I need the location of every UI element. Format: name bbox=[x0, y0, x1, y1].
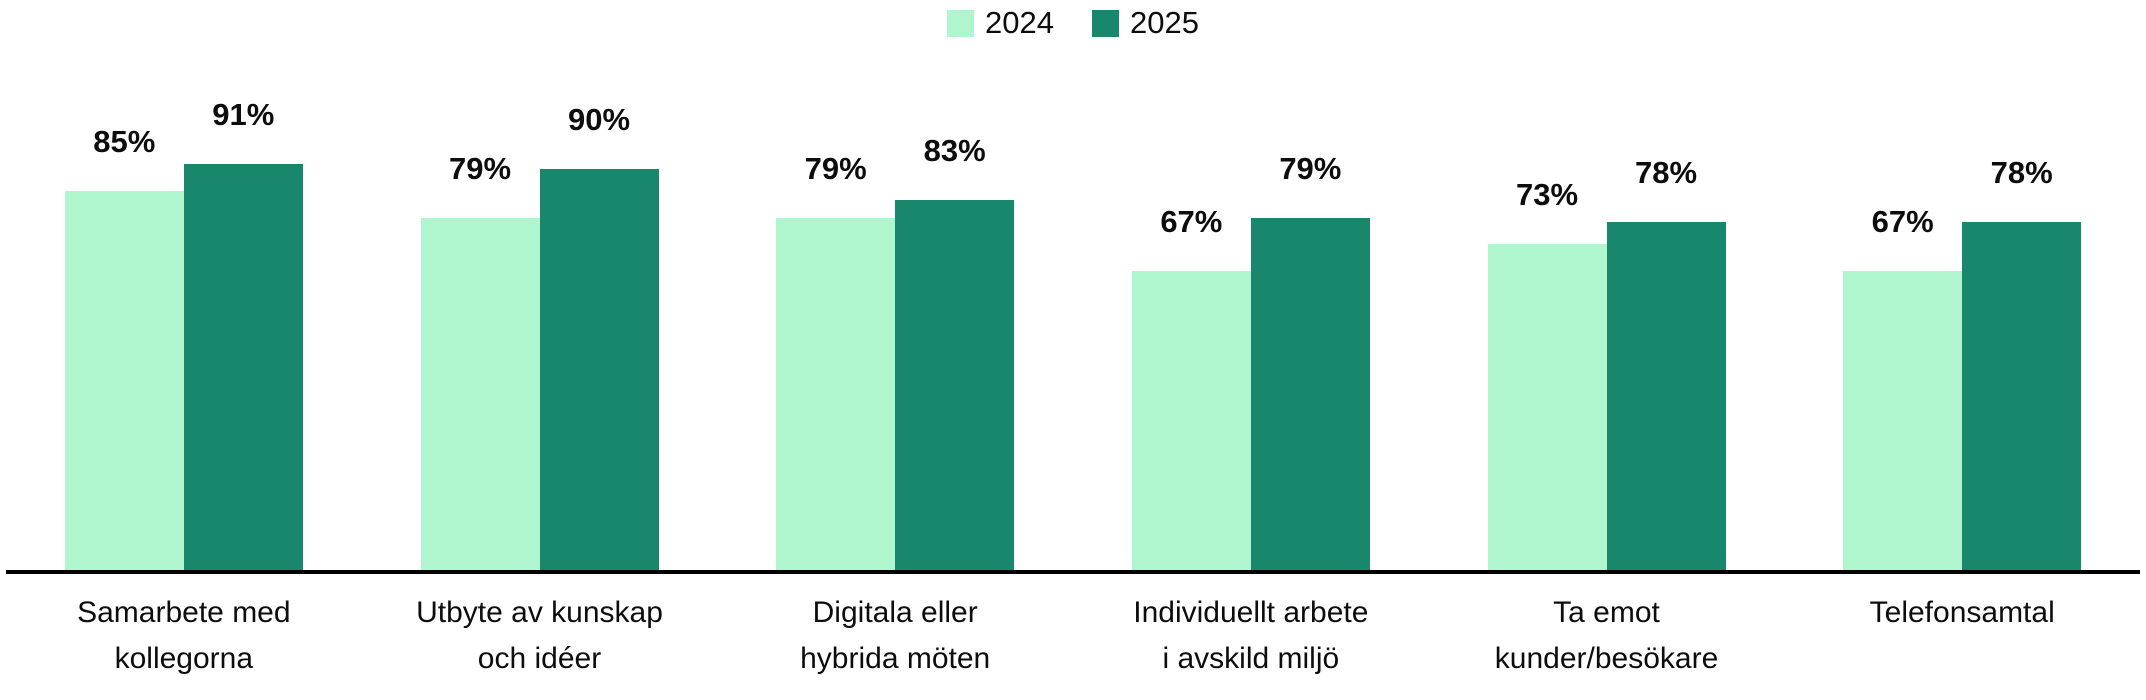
bar-group: 67% 78% bbox=[1784, 156, 2140, 570]
bar-group: 85% 91% bbox=[6, 98, 362, 570]
value-label: 78% bbox=[1634, 155, 1698, 190]
category-label: Utbyte av kunskap och idéer bbox=[416, 596, 663, 675]
legend-swatch-2024-icon bbox=[947, 9, 975, 37]
value-label: 79% bbox=[448, 151, 512, 186]
bar-column-2024: 79% bbox=[776, 151, 896, 570]
bar-2024 bbox=[1843, 271, 1963, 570]
value-label: 78% bbox=[1990, 155, 2053, 190]
bar-pair: 79% 83% bbox=[776, 133, 1015, 570]
bar-2024 bbox=[64, 191, 184, 570]
legend-item-2024: 2024 bbox=[947, 5, 1054, 41]
bar-group: 79% 83% bbox=[717, 134, 1073, 570]
value-label: 83% bbox=[923, 133, 986, 168]
bar-2024 bbox=[420, 218, 540, 570]
bar-2025 bbox=[895, 200, 1015, 570]
category-label: Digitala eller hybrida möten bbox=[800, 596, 991, 675]
bar-group: 67% 79% bbox=[1073, 152, 1429, 570]
bar-column-2024: 85% bbox=[64, 124, 184, 570]
value-label: 91% bbox=[212, 97, 275, 132]
value-label: 67% bbox=[1871, 204, 1934, 239]
bar-groups: 85% 91% 79% 90% 79% 83% 67% 79% 73% 78% 67% 78% bbox=[6, 0, 2140, 574]
value-label: 79% bbox=[804, 151, 867, 186]
legend-item-2025: 2025 bbox=[1092, 5, 1199, 41]
bar-column-2025: 90% bbox=[539, 102, 659, 570]
category-label: Individuellt arbete i avskild miljö bbox=[1133, 596, 1369, 675]
bar-column-2025: 83% bbox=[895, 133, 1015, 570]
bar-pair: 85% 91% bbox=[64, 97, 303, 570]
bar-pair: 79% 90% bbox=[420, 102, 659, 570]
bar-column-2024: 79% bbox=[420, 151, 540, 570]
bar-2025 bbox=[183, 164, 303, 570]
bar-column-2024: 73% bbox=[1487, 177, 1607, 570]
bar-pair: 67% 78% bbox=[1843, 155, 2082, 570]
bar-column-2025: 79% bbox=[1250, 151, 1370, 570]
bar-column-2025: 91% bbox=[183, 97, 303, 570]
bar-pair: 67% 79% bbox=[1131, 151, 1370, 570]
category-label: Ta emot kunder/besökare bbox=[1494, 596, 1719, 675]
value-label: 85% bbox=[93, 124, 156, 159]
bar-group: 73% 78% bbox=[1429, 156, 1785, 570]
legend-label-2025: 2025 bbox=[1130, 5, 1199, 40]
bar-2025 bbox=[1606, 222, 1726, 570]
value-label: 90% bbox=[567, 102, 631, 137]
bar-2025 bbox=[539, 169, 659, 570]
value-label: 67% bbox=[1160, 204, 1223, 239]
category-label: Samarbete med kollegorna bbox=[77, 596, 291, 675]
bar-2025 bbox=[1250, 218, 1370, 570]
bar-2024 bbox=[1131, 271, 1251, 570]
category-label: Telefonsamtal bbox=[1869, 596, 2055, 629]
legend-label-2024: 2024 bbox=[985, 5, 1054, 40]
bar-column-2025: 78% bbox=[1962, 155, 2082, 570]
bar-2024 bbox=[1487, 244, 1607, 570]
bar-2024 bbox=[776, 218, 896, 570]
grouped-bar-chart: 85% 91% 79% 90% 79% 83% 67% 79% 73% 78% 67% 78% Sam… bbox=[6, 0, 2140, 682]
bar-column-2024: 67% bbox=[1131, 204, 1251, 570]
value-label: 73% bbox=[1515, 177, 1579, 212]
bar-column-2025: 78% bbox=[1606, 155, 1726, 570]
chart-legend: 2024 2025 bbox=[0, 5, 2146, 41]
bar-group: 79% 90% bbox=[362, 103, 718, 570]
bar-column-2024: 67% bbox=[1843, 204, 1963, 570]
value-label: 79% bbox=[1279, 151, 1342, 186]
bar-pair: 73% 78% bbox=[1487, 155, 1726, 570]
category-labels: Samarbete med kollegorna Utbyte av kunska… bbox=[6, 574, 2140, 682]
legend-swatch-2025-icon bbox=[1092, 9, 1119, 37]
bar-2025 bbox=[1962, 222, 2082, 570]
